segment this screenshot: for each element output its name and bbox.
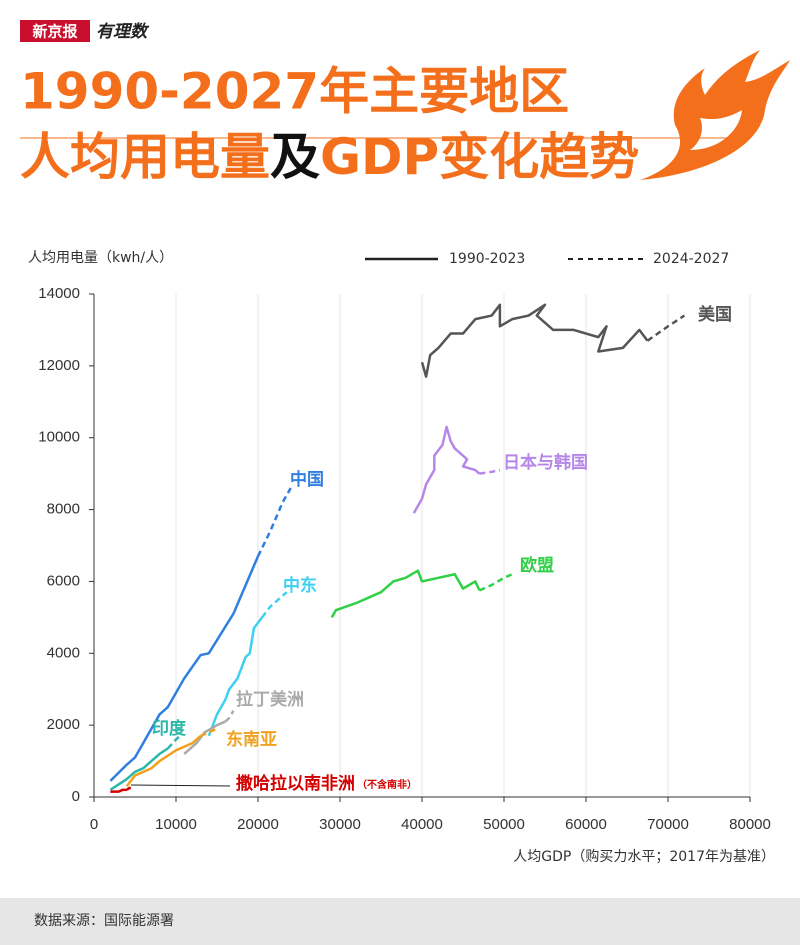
series-label: 中国 (290, 469, 324, 490)
series-label: 美国 (698, 304, 732, 325)
title-part: 人均用电量 (20, 128, 270, 186)
series-line (183, 720, 226, 755)
brand-column: 有理数 (96, 22, 150, 42)
forecast-line (224, 710, 235, 723)
brand-name: 新京报 (32, 23, 77, 41)
forecast-line (126, 786, 131, 791)
forecast-line (478, 573, 513, 592)
series-label: 拉丁美洲 (236, 689, 304, 710)
title-part: GDP变化趋势 (320, 128, 639, 186)
series-label: 撒哈拉以南非洲 (236, 773, 355, 794)
x-tick-label: 60000 (565, 816, 607, 833)
forecast-line (479, 468, 501, 475)
series-line (109, 747, 169, 791)
y-axis-label: 人均用电量（kwh/人） (28, 250, 173, 266)
y-tick-label: 4000 (47, 644, 80, 661)
title-line1: 1990-2027年主要地区 (20, 63, 569, 121)
series-line (207, 616, 264, 737)
forecast-line (646, 314, 686, 342)
series-label: 日本与韩国 (503, 452, 588, 473)
y-tick-label: 6000 (47, 572, 80, 589)
forecast-line (166, 734, 181, 750)
series-label: 欧盟 (520, 555, 554, 576)
x-tick-label: 20000 (237, 816, 279, 833)
x-tick-label: 0 (90, 816, 98, 833)
forecast-line (256, 487, 292, 557)
flame (640, 50, 790, 180)
y-tick-label: 12000 (38, 357, 80, 374)
y-tick-label: 10000 (38, 429, 80, 446)
legend-label: 1990-2023 (449, 251, 525, 267)
series-line (420, 303, 649, 378)
y-tick-label: 0 (72, 788, 80, 805)
series-line (412, 425, 481, 514)
flame-core (690, 110, 742, 150)
legend-label: 2024-2027 (653, 251, 729, 267)
y-tick-label: 14000 (38, 285, 80, 302)
x-tick-label: 40000 (401, 816, 443, 833)
title-line2: 人均用电量及GDP变化趋势 (20, 128, 639, 186)
x-tick-label: 10000 (155, 816, 197, 833)
x-tick-label: 80000 (729, 816, 771, 833)
series-line (125, 734, 202, 787)
series-line (109, 555, 260, 782)
series-label: 中东 (283, 575, 317, 596)
x-tick-label: 50000 (483, 816, 525, 833)
title-part: 及 (270, 128, 320, 186)
leader-line (130, 784, 231, 787)
series-label: 东南亚 (226, 729, 277, 750)
y-tick-label: 8000 (47, 501, 80, 518)
x-tick-label: 30000 (319, 816, 361, 833)
series-note: （不含南非） (357, 778, 417, 791)
series-line (110, 788, 127, 793)
brand-box (20, 20, 90, 42)
series-label: 印度 (152, 718, 187, 739)
y-tick-label: 2000 (47, 716, 80, 733)
x-tick-label: 70000 (647, 816, 689, 833)
plot: 0 10000 20000 30000 40000 50000 60000 70000 8000… (38, 285, 771, 833)
forecast-line (200, 727, 218, 738)
footer (0, 898, 800, 945)
series-line (330, 569, 481, 618)
source: 数据来源：国际能源署 (34, 913, 174, 929)
x-axis-label: 人均GDP（购买力水平；2017年为基准） (513, 848, 775, 865)
